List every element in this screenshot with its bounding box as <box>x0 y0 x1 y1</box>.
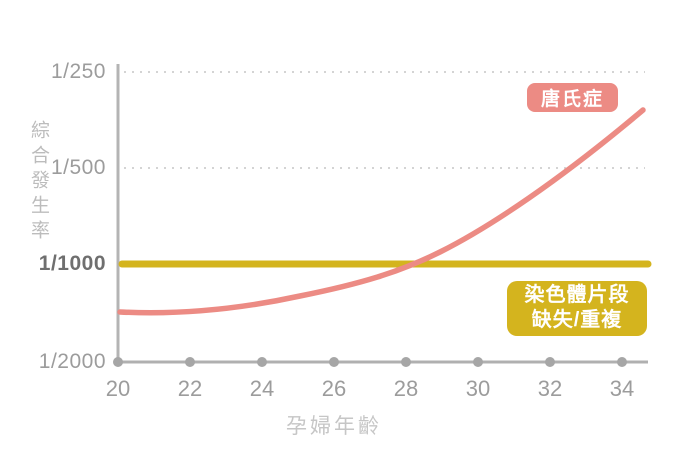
x-tick-label-34: 34 <box>609 376 635 401</box>
cnv-badge: 染色體片段 缺失/重複 <box>507 281 647 336</box>
x-axis-title: 孕婦年齡 <box>286 415 382 438</box>
tick-dot-20 <box>113 357 123 367</box>
x-tick-label-26: 26 <box>321 376 347 401</box>
x-axis-tick-dots <box>113 357 627 367</box>
tick-dot-22 <box>185 357 195 367</box>
x-tick-label-28: 28 <box>393 376 419 401</box>
x-tick-label-20: 20 <box>105 376 131 401</box>
y-axis-title: 綜合發生率 <box>28 120 49 245</box>
tick-dot-26 <box>329 357 339 367</box>
tick-dot-28 <box>401 357 411 367</box>
x-tick-label-32: 32 <box>537 376 563 401</box>
cnv-badge-label-line2: 缺失/重複 <box>531 309 623 331</box>
down-syndrome-curve <box>117 107 646 316</box>
x-tick-label-30: 30 <box>465 376 491 401</box>
tick-dot-32 <box>545 357 555 367</box>
x-tick-label-24: 24 <box>249 376 275 401</box>
y-tick-label-2000: 1/2000 <box>38 350 106 373</box>
tick-dot-30 <box>473 357 483 367</box>
cnv-badge-label-line1: 染色體片段 <box>524 284 630 306</box>
y-tick-label-1000: 1/1000 <box>38 252 106 275</box>
y-tick-label-500: 1/500 <box>50 156 106 179</box>
x-tick-label-22: 22 <box>177 376 203 401</box>
tick-dot-34 <box>617 357 627 367</box>
tick-dot-24 <box>257 357 267 367</box>
down-syndrome-badge: 唐氏症 <box>527 83 618 112</box>
down-syndrome-badge-label: 唐氏症 <box>540 89 604 110</box>
y-tick-label-250: 1/250 <box>50 60 106 83</box>
